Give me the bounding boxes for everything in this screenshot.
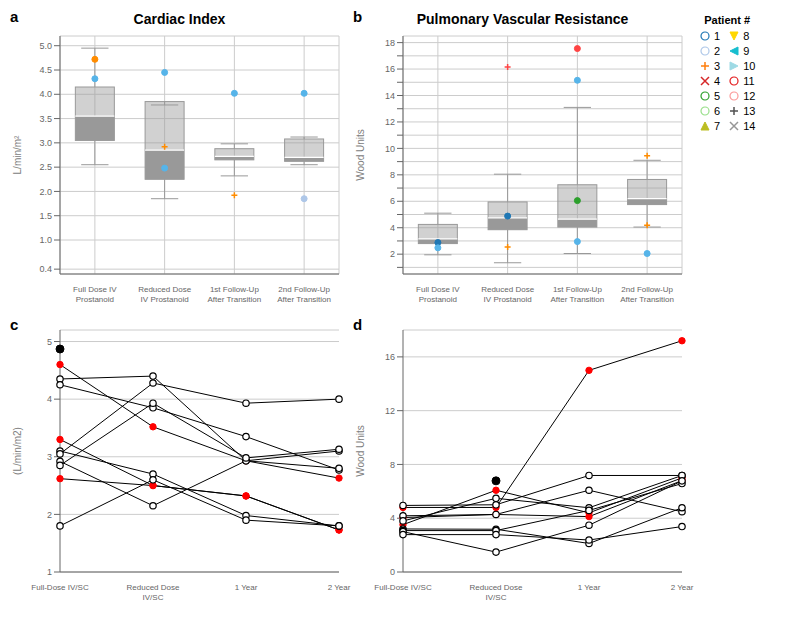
svg-text:Full Dose IVProstanoid: Full Dose IVProstanoid xyxy=(416,285,460,304)
svg-text:1st Follow-UpAfter Transition: 1st Follow-UpAfter Transition xyxy=(207,285,261,304)
svg-text:0.4: 0.4 xyxy=(39,264,52,274)
svg-text:1: 1 xyxy=(47,567,52,577)
svg-text:6: 6 xyxy=(390,196,395,206)
html-text:2: 2 xyxy=(714,45,721,57)
svg-text:(L/min/m2): (L/min/m2) xyxy=(12,427,23,475)
svg-text:4: 4 xyxy=(390,513,395,523)
html-text:10: 10 xyxy=(743,60,756,72)
html-text:6: 6 xyxy=(714,105,721,117)
svg-text:Reduced DoseIV Prostanoid: Reduced DoseIV Prostanoid xyxy=(138,285,191,304)
html-text:a: a xyxy=(10,8,19,25)
svg-text:12: 12 xyxy=(385,406,395,416)
html-text:c: c xyxy=(10,316,19,333)
svg-text:3.0: 3.0 xyxy=(39,138,52,148)
html-text:Patient #: Patient # xyxy=(704,14,751,26)
svg-text:1 Year: 1 Year xyxy=(578,583,601,592)
svg-text:2 Year: 2 Year xyxy=(671,583,694,592)
html-text:3: 3 xyxy=(714,60,721,72)
html-text:d: d xyxy=(353,316,363,333)
svg-text:1.5: 1.5 xyxy=(39,211,52,221)
svg-text:4: 4 xyxy=(390,223,395,233)
svg-text:Reduced DoseIV/SC: Reduced DoseIV/SC xyxy=(470,583,523,602)
svg-text:3: 3 xyxy=(47,452,52,462)
svg-text:Reduced DoseIV/SC: Reduced DoseIV/SC xyxy=(127,583,180,602)
svg-text:Full-Dose IV/SC: Full-Dose IV/SC xyxy=(374,583,432,592)
html-text:7: 7 xyxy=(714,120,721,132)
html-text:Pulmonary Vascular Resistance: Pulmonary Vascular Resistance xyxy=(416,11,629,27)
svg-text:3.5: 3.5 xyxy=(39,114,52,124)
html-text:14: 14 xyxy=(743,120,756,132)
html-text:11: 11 xyxy=(743,75,755,87)
svg-text:1 Year: 1 Year xyxy=(235,583,258,592)
svg-text:8: 8 xyxy=(390,170,395,180)
svg-text:1st Follow-UpAfter Transition: 1st Follow-UpAfter Transition xyxy=(550,285,604,304)
svg-text:12: 12 xyxy=(385,117,395,127)
svg-text:2 Year: 2 Year xyxy=(328,583,351,592)
svg-text:2.0: 2.0 xyxy=(39,187,52,197)
svg-text:Reduced DoseIV Prostanoid: Reduced DoseIV Prostanoid xyxy=(481,285,534,304)
svg-text:16: 16 xyxy=(385,64,395,74)
svg-text:18: 18 xyxy=(385,38,395,48)
html-text:9: 9 xyxy=(743,45,750,57)
svg-text:0: 0 xyxy=(390,567,395,577)
svg-text:Full Dose IVProstanoid: Full Dose IVProstanoid xyxy=(73,285,117,304)
html-text:Cardiac Index: Cardiac Index xyxy=(133,11,226,27)
svg-text:5: 5 xyxy=(47,337,52,347)
svg-text:16: 16 xyxy=(385,352,395,362)
svg-text:2nd Follow-UpAfter Transition: 2nd Follow-UpAfter Transition xyxy=(620,285,674,304)
svg-text:4.0: 4.0 xyxy=(39,89,52,99)
svg-text:2nd Follow-UpAfter Transition: 2nd Follow-UpAfter Transition xyxy=(277,285,331,304)
svg-text:2.5: 2.5 xyxy=(39,162,52,172)
html-text:13: 13 xyxy=(743,105,756,117)
html-text:5: 5 xyxy=(714,90,721,102)
html-text:12: 12 xyxy=(743,90,756,102)
html-text:b: b xyxy=(353,8,363,25)
svg-text:Wood Units: Wood Units xyxy=(355,425,366,477)
svg-text:4.5: 4.5 xyxy=(39,65,52,75)
svg-text:2: 2 xyxy=(390,249,395,259)
svg-text:8: 8 xyxy=(390,460,395,470)
svg-text:14: 14 xyxy=(385,91,395,101)
svg-text:1.0: 1.0 xyxy=(39,235,52,245)
html-text:8: 8 xyxy=(743,30,750,42)
svg-text:Wood Units: Wood Units xyxy=(355,129,366,181)
html-text:1: 1 xyxy=(714,30,721,42)
svg-text:5.0: 5.0 xyxy=(39,41,52,51)
html-text:4: 4 xyxy=(714,75,721,87)
svg-text:2: 2 xyxy=(47,510,52,520)
svg-text:L/min/m²: L/min/m² xyxy=(12,135,23,175)
svg-text:10: 10 xyxy=(385,144,395,154)
svg-text:Full-Dose IV/SC: Full-Dose IV/SC xyxy=(31,583,89,592)
svg-text:4: 4 xyxy=(47,394,52,404)
